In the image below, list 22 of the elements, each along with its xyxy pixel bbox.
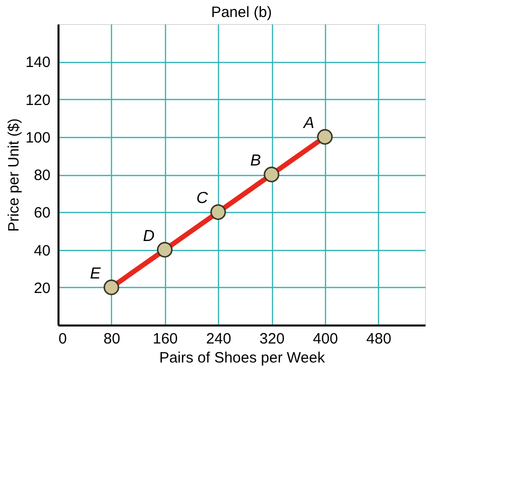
annotation: D — [142, 228, 155, 245]
x-tick-label: 480 — [366, 330, 392, 348]
annotation: E — [90, 265, 102, 282]
x-tick-label: 160 — [152, 330, 178, 348]
y-tick-label: 100 — [25, 129, 50, 146]
y-tick-label: 120 — [25, 92, 50, 109]
x-tick-label: 80 — [104, 330, 120, 348]
annotation: B — [250, 152, 262, 170]
y-tick-label: 140 — [25, 54, 50, 72]
y-tick-label: 40 — [34, 242, 50, 260]
y-axis-title: Price per Unit ($) — [5, 118, 22, 232]
y-tick-label: 20 — [34, 280, 50, 297]
x-tick-label: 320 — [260, 330, 285, 348]
annotation: A — [302, 114, 314, 132]
x-axis-title: Pairs of Shoes per Week — [159, 350, 326, 366]
x-tick-label: 400 — [312, 330, 338, 348]
x-tick-label: 0 — [58, 330, 67, 348]
annotation: C — [196, 190, 208, 208]
y-tick-label: 60 — [34, 204, 50, 222]
x-tick-label: 240 — [206, 330, 232, 348]
y-tick-label: 80 — [34, 167, 50, 184]
chart-title: Panel (b) — [211, 4, 272, 21]
